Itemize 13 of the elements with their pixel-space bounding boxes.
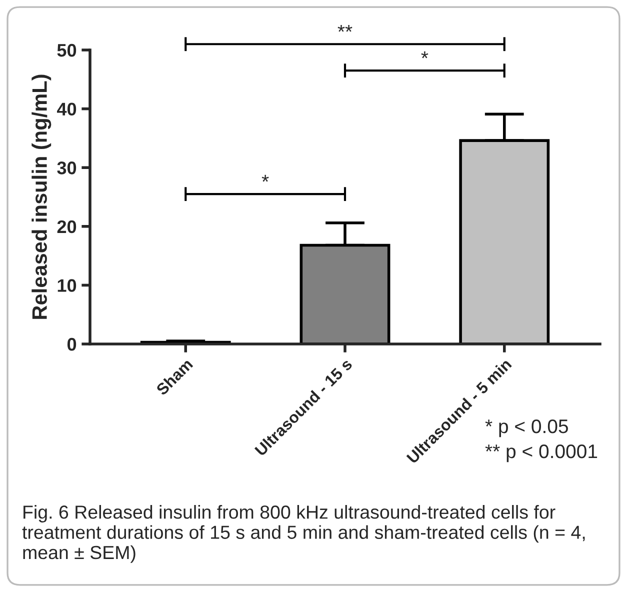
y-axis-title: Released insulin (ng/mL) [32,74,52,319]
text: ** [338,24,352,32]
y-tick-label: 40 [57,102,76,116]
y-tick-label: 10 [58,279,76,292]
y-tick-label: 0 [67,338,76,351]
y-tick-label: 50 [57,44,76,57]
y-tick-label: 30 [57,162,76,174]
text: ** p < 0.0001 [485,444,598,462]
y-tick-label: 20 [57,220,76,234]
annotation: * [421,51,428,58]
caption: Fig. 6 Released insulin from 800 kHz ultrasound-treated cells for treatment durations of 15 s and 5 min and sham-treated cells (n = 4, mean ± SEM) [22,505,585,563]
annotation: * [262,174,269,182]
text: * p < 0.05 [485,419,568,438]
